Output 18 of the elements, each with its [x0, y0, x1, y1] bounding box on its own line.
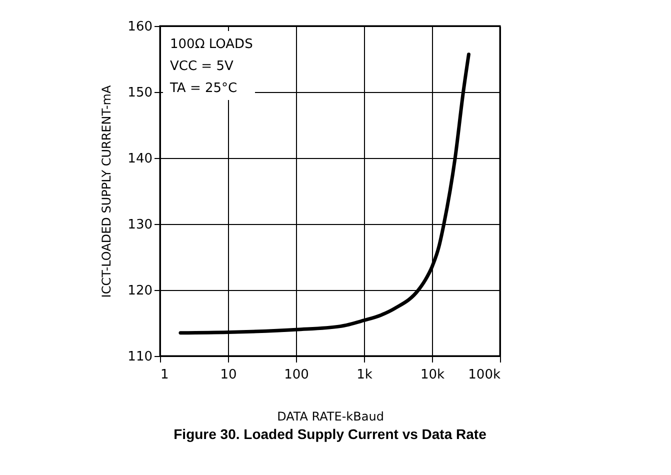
x-tick-label: 10k [420, 368, 446, 382]
x-tick-label: 1k [356, 368, 373, 382]
y-tick-label: 110 [128, 350, 152, 364]
text: Figure 30. Loaded Supply Current vs Data Rate [174, 426, 487, 442]
x-tick-label: 10 [220, 368, 237, 382]
y-axis-title: ICCT-LOADED SUPPLY CURRENT-mA [100, 84, 114, 298]
y-tick-label: 120 [128, 284, 152, 298]
x-axis-title: DATA RATE-kBaud [277, 410, 384, 424]
x-tick-label: 100 [284, 368, 309, 382]
annotation: VCC = 5V [170, 59, 234, 74]
y-tick-label: 140 [128, 152, 152, 166]
y-tick-label: 130 [128, 218, 152, 232]
x-tick-label: 100k [468, 368, 501, 382]
x-tick-label: 1 [160, 368, 169, 382]
y-tick-label: 150 [128, 86, 152, 100]
annotation: 100Ω LOADS [170, 37, 253, 52]
annotation: TA = 25°C [169, 81, 238, 96]
y-tick-label: 160 [128, 20, 152, 34]
